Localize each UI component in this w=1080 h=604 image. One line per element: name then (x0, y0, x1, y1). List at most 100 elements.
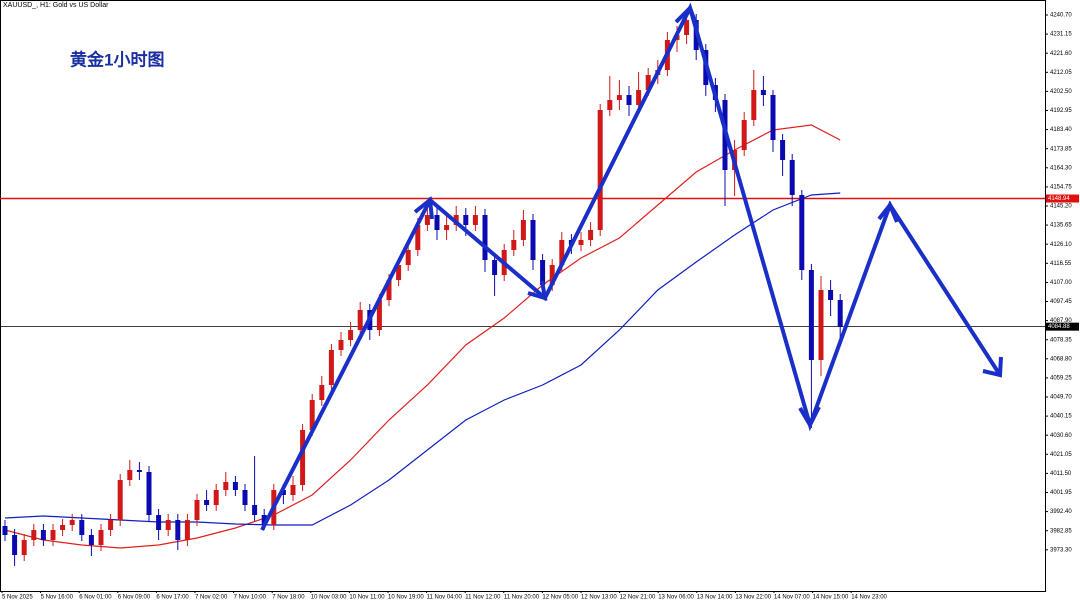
candle-body (828, 290, 834, 300)
moving-average (4, 192, 841, 526)
candle-body (818, 290, 824, 360)
y-tick-label: 4126.10 (1050, 242, 1072, 248)
price-tag-label: 4148.94 (1048, 196, 1070, 202)
y-tick-label: 4040.15 (1050, 414, 1072, 420)
x-tick-label: 14 Nov 23:00 (851, 595, 887, 601)
y-tick-label: 4240.70 (1050, 13, 1072, 19)
candle-body (578, 240, 584, 245)
y-tick-label: 4164.30 (1050, 165, 1072, 171)
candle-body (309, 400, 315, 430)
candle-body (98, 530, 104, 545)
candle-body (328, 350, 334, 385)
candle-body (21, 540, 27, 555)
y-tick-label: 4001.95 (1050, 490, 1072, 496)
candle-body (232, 482, 238, 490)
candle-body (184, 520, 190, 540)
candle-body (760, 90, 766, 95)
x-tick-label: 6 Nov 17:00 (156, 595, 189, 601)
candle-body (31, 530, 37, 540)
y-tick-label: 4030.60 (1050, 433, 1072, 439)
candle-body (463, 215, 469, 225)
candle-body (69, 520, 75, 525)
moving-average (4, 124, 841, 549)
candle-body (511, 240, 517, 250)
y-tick-label: 4116.55 (1050, 261, 1072, 267)
x-tick-label: 6 Nov 09:00 (118, 595, 151, 601)
y-tick-label: 3973.30 (1050, 547, 1072, 553)
candle-body (127, 470, 133, 480)
y-tick-label: 3992.40 (1050, 509, 1072, 515)
y-tick-label: 4078.35 (1050, 337, 1072, 343)
candle-body (645, 75, 651, 90)
candle-body (300, 430, 306, 485)
x-tick-label: 7 Nov 02:00 (195, 595, 228, 601)
trend-arrows (260, 2, 1002, 531)
candle-body (12, 535, 18, 555)
candle-body (616, 95, 622, 100)
x-tick-label: 11 Nov 12:00 (465, 595, 501, 601)
candle-body (837, 300, 843, 327)
candle-body (146, 472, 152, 515)
candle-body (780, 140, 786, 160)
y-tick-label: 4021.05 (1050, 452, 1072, 458)
candle-body (319, 385, 325, 400)
candle-body (50, 530, 56, 540)
x-tick-label: 5 Nov 2025 (2, 595, 33, 601)
y-tick-label: 4154.75 (1050, 184, 1072, 190)
arrow-head (798, 406, 821, 430)
candle-body (549, 265, 555, 285)
candle-body (751, 90, 757, 120)
candle-body (588, 230, 594, 240)
candle-body (194, 500, 200, 520)
y-tick-label: 4212.05 (1050, 70, 1072, 76)
x-tick-label: 14 Nov 15:00 (813, 595, 849, 601)
y-tick-label: 4049.70 (1050, 395, 1072, 401)
y-tick-label: 4145.20 (1050, 204, 1072, 210)
candle-body (280, 490, 286, 495)
annotation: 黄金1小时图 (70, 49, 164, 69)
candle-body (213, 490, 219, 505)
plot-frame (0, 0, 1046, 592)
candle-body (40, 530, 46, 540)
x-tick-label: 12 Nov 05:00 (542, 595, 578, 601)
arrow-head (527, 280, 548, 301)
candle-body (472, 215, 478, 225)
arrow-head (982, 356, 1003, 378)
candle-body (482, 215, 488, 260)
x-tick-label: 14 Nov 07:00 (774, 595, 810, 601)
candle-body (252, 505, 258, 515)
candle-body (520, 220, 526, 240)
y-tick-label: 4068.80 (1050, 356, 1072, 362)
x-tick-label: 10 Nov 11:00 (349, 595, 385, 601)
candle-body (165, 520, 171, 530)
candle-body (492, 260, 498, 275)
candle-body (204, 500, 210, 505)
y-tick-label: 4059.25 (1050, 375, 1072, 381)
chart-title: XAUUSD_, H1: Gold vs US Dollar (3, 2, 109, 9)
y-tick-label: 4011.50 (1050, 471, 1072, 477)
candle-body (741, 120, 747, 150)
arrow-head (877, 201, 899, 223)
candle-body (261, 515, 267, 525)
candle-body (405, 250, 411, 265)
x-tick-label: 13 Nov 14:00 (697, 595, 733, 601)
arrow-head (413, 196, 434, 220)
x-tick-label: 5 Nov 16:00 (41, 595, 74, 601)
y-tick-label: 4107.00 (1050, 280, 1072, 286)
price-tag (1046, 322, 1079, 331)
y-tick-label: 4202.50 (1050, 89, 1072, 95)
y-tick-label: 4192.95 (1050, 108, 1072, 114)
candle-body (424, 215, 430, 225)
candle-body (559, 240, 565, 265)
candle-body (789, 160, 795, 195)
y-tick-label: 4135.65 (1050, 223, 1072, 229)
candle-body (348, 330, 354, 340)
candle-body (530, 220, 536, 260)
candle-body (117, 480, 123, 520)
x-tick-label: 7 Nov 10:00 (234, 595, 267, 601)
price-tag (1046, 194, 1079, 203)
x-tick-label: 11 Nov 04:00 (427, 595, 463, 601)
candle-body (2, 526, 8, 535)
candle-body (607, 100, 613, 110)
y-tick-label: 3982.85 (1050, 528, 1072, 534)
